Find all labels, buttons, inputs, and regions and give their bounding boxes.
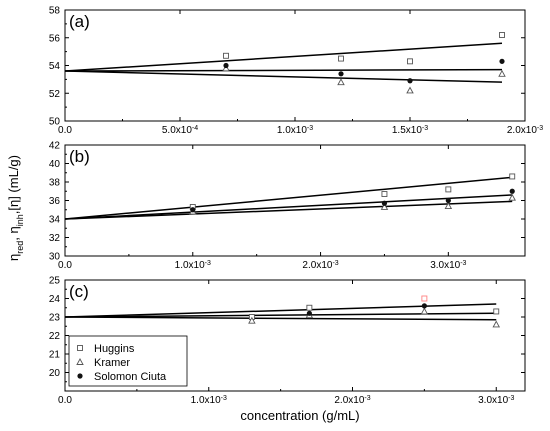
y-tick-label: 24 bbox=[49, 294, 61, 305]
data-point-kramer bbox=[444, 202, 453, 210]
data-point-solomon-ciuta bbox=[421, 303, 427, 309]
data-point-huggins bbox=[223, 52, 229, 59]
y-tick-label: 20 bbox=[49, 368, 61, 379]
data-point-kramer bbox=[508, 193, 516, 201]
panel-label: (c) bbox=[69, 282, 89, 301]
data-point-kramer bbox=[420, 307, 429, 315]
x-tick-label: 1.0x10-3 bbox=[277, 125, 313, 137]
x-tick-label: 3.0x10-3 bbox=[430, 260, 466, 272]
y-tick-label: 25 bbox=[49, 276, 61, 287]
fit-line-kramer bbox=[64, 70, 503, 83]
fit-line-solomon-ciuta bbox=[64, 68, 503, 72]
legend-marker-kramer bbox=[76, 358, 84, 365]
legend-box bbox=[68, 335, 188, 387]
x-axis-title: concentration (g/mL) bbox=[240, 408, 359, 423]
x-tick-label: 0.0 bbox=[58, 260, 72, 271]
data-point-kramer bbox=[498, 69, 506, 77]
legend-label-huggins: Huggins bbox=[94, 343, 135, 355]
data-point-solomon-ciuta bbox=[499, 58, 505, 64]
data-point-kramer bbox=[337, 78, 345, 86]
data-point-kramer bbox=[492, 320, 501, 328]
data-point-solomon-ciuta bbox=[445, 197, 451, 204]
y-tick-label: 30 bbox=[49, 252, 61, 263]
legend-label-solomon-ciuta: Solomon Ciuta bbox=[94, 371, 167, 383]
y-tick-label: 40 bbox=[49, 159, 61, 170]
x-tick-label: 1.5x10-3 bbox=[392, 125, 428, 137]
y-tick-label: 50 bbox=[49, 117, 61, 128]
y-tick-label: 54 bbox=[49, 61, 61, 72]
x-tick-label: 1.0x10-3 bbox=[175, 260, 211, 272]
panel-3: 0.0 1.0x10-3 2.0x10-3 3.0x10-3 20 21 22 23 24 25 (… bbox=[49, 276, 526, 407]
x-tick-label: 3.0x10-3 bbox=[478, 395, 514, 407]
data-point-huggins bbox=[499, 32, 505, 38]
data-point-huggins bbox=[306, 304, 313, 311]
y-tick-label: 22 bbox=[49, 331, 61, 342]
x-tick-label: 2.0x10-3 bbox=[334, 395, 370, 407]
panels: 0.0 5.0x10-4 1.0x10-3 1.5x10-3 2.0x10-3 50 52 5… bbox=[49, 6, 543, 407]
y-tick-label: 42 bbox=[49, 141, 61, 152]
fit-line-huggins bbox=[64, 176, 513, 220]
plot-frame bbox=[64, 9, 526, 122]
legend-label-kramer: Kramer bbox=[94, 357, 130, 369]
y-tick-label: 32 bbox=[49, 233, 61, 244]
x-tick-label: 2.0x10-3 bbox=[507, 125, 543, 137]
data-point-huggins bbox=[445, 186, 452, 193]
fit-line-solomon-ciuta bbox=[64, 194, 513, 220]
x-tick-label: 5.0x10-4 bbox=[162, 125, 198, 137]
legend: Huggins Kramer Solomon Ciuta bbox=[68, 335, 188, 387]
fit-line-kramer bbox=[64, 200, 513, 220]
fit-line-kramer bbox=[64, 316, 497, 321]
data-point-huggins bbox=[381, 191, 388, 197]
panel-label: (a) bbox=[69, 12, 90, 31]
y-tick-label: 21 bbox=[49, 350, 61, 361]
panel-2: 0.0 1.0x10-3 2.0x10-3 3.0x10-3 30 32 34 36 38 40 4… bbox=[49, 141, 526, 272]
y-tick-label: 36 bbox=[49, 196, 61, 207]
x-tick-label: 0.0 bbox=[58, 395, 72, 406]
y-axis-title: ηred, ηinh,[η] (mL/g) bbox=[6, 155, 25, 261]
data-point-solomon-ciuta bbox=[223, 62, 229, 69]
legend-marker-solomon-ciuta bbox=[77, 373, 83, 379]
data-point-kramer bbox=[406, 86, 414, 94]
data-point-huggins bbox=[493, 308, 500, 315]
y-tick-label: 56 bbox=[49, 33, 61, 44]
x-tick-label: 1.0x10-3 bbox=[191, 395, 227, 407]
data-point-solomon-ciuta bbox=[509, 188, 515, 194]
fit-line-huggins bbox=[64, 42, 503, 72]
data-point-solomon-ciuta bbox=[381, 200, 388, 206]
y-tick-label: 38 bbox=[49, 178, 61, 189]
data-point-solomon-ciuta bbox=[407, 78, 413, 84]
data-point-huggins bbox=[338, 55, 344, 62]
data-point-solomon-ciuta bbox=[338, 71, 344, 77]
data-point-kramer bbox=[380, 203, 389, 210]
y-tick-label: 58 bbox=[49, 6, 61, 17]
data-point-huggins bbox=[509, 173, 516, 180]
x-tick-label: 0.0 bbox=[58, 125, 72, 136]
plot-frame bbox=[64, 144, 526, 257]
panel-1: 0.0 5.0x10-4 1.0x10-3 1.5x10-3 2.0x10-3 50 52 5… bbox=[49, 6, 543, 137]
data-point-solomon-ciuta bbox=[306, 310, 312, 316]
panel-label: (b) bbox=[69, 147, 90, 166]
y-tick-label: 23 bbox=[49, 313, 61, 324]
legend-marker-huggins bbox=[77, 345, 83, 351]
data-point-solomon-ciuta bbox=[190, 207, 196, 213]
data-point-kramer bbox=[248, 316, 256, 324]
data-point-huggins bbox=[421, 295, 428, 302]
x-tick-label: 2.0x10-3 bbox=[302, 260, 338, 272]
y-tick-label: 52 bbox=[49, 89, 61, 100]
y-tick-label: 34 bbox=[49, 215, 61, 226]
data-point-huggins bbox=[407, 58, 413, 65]
